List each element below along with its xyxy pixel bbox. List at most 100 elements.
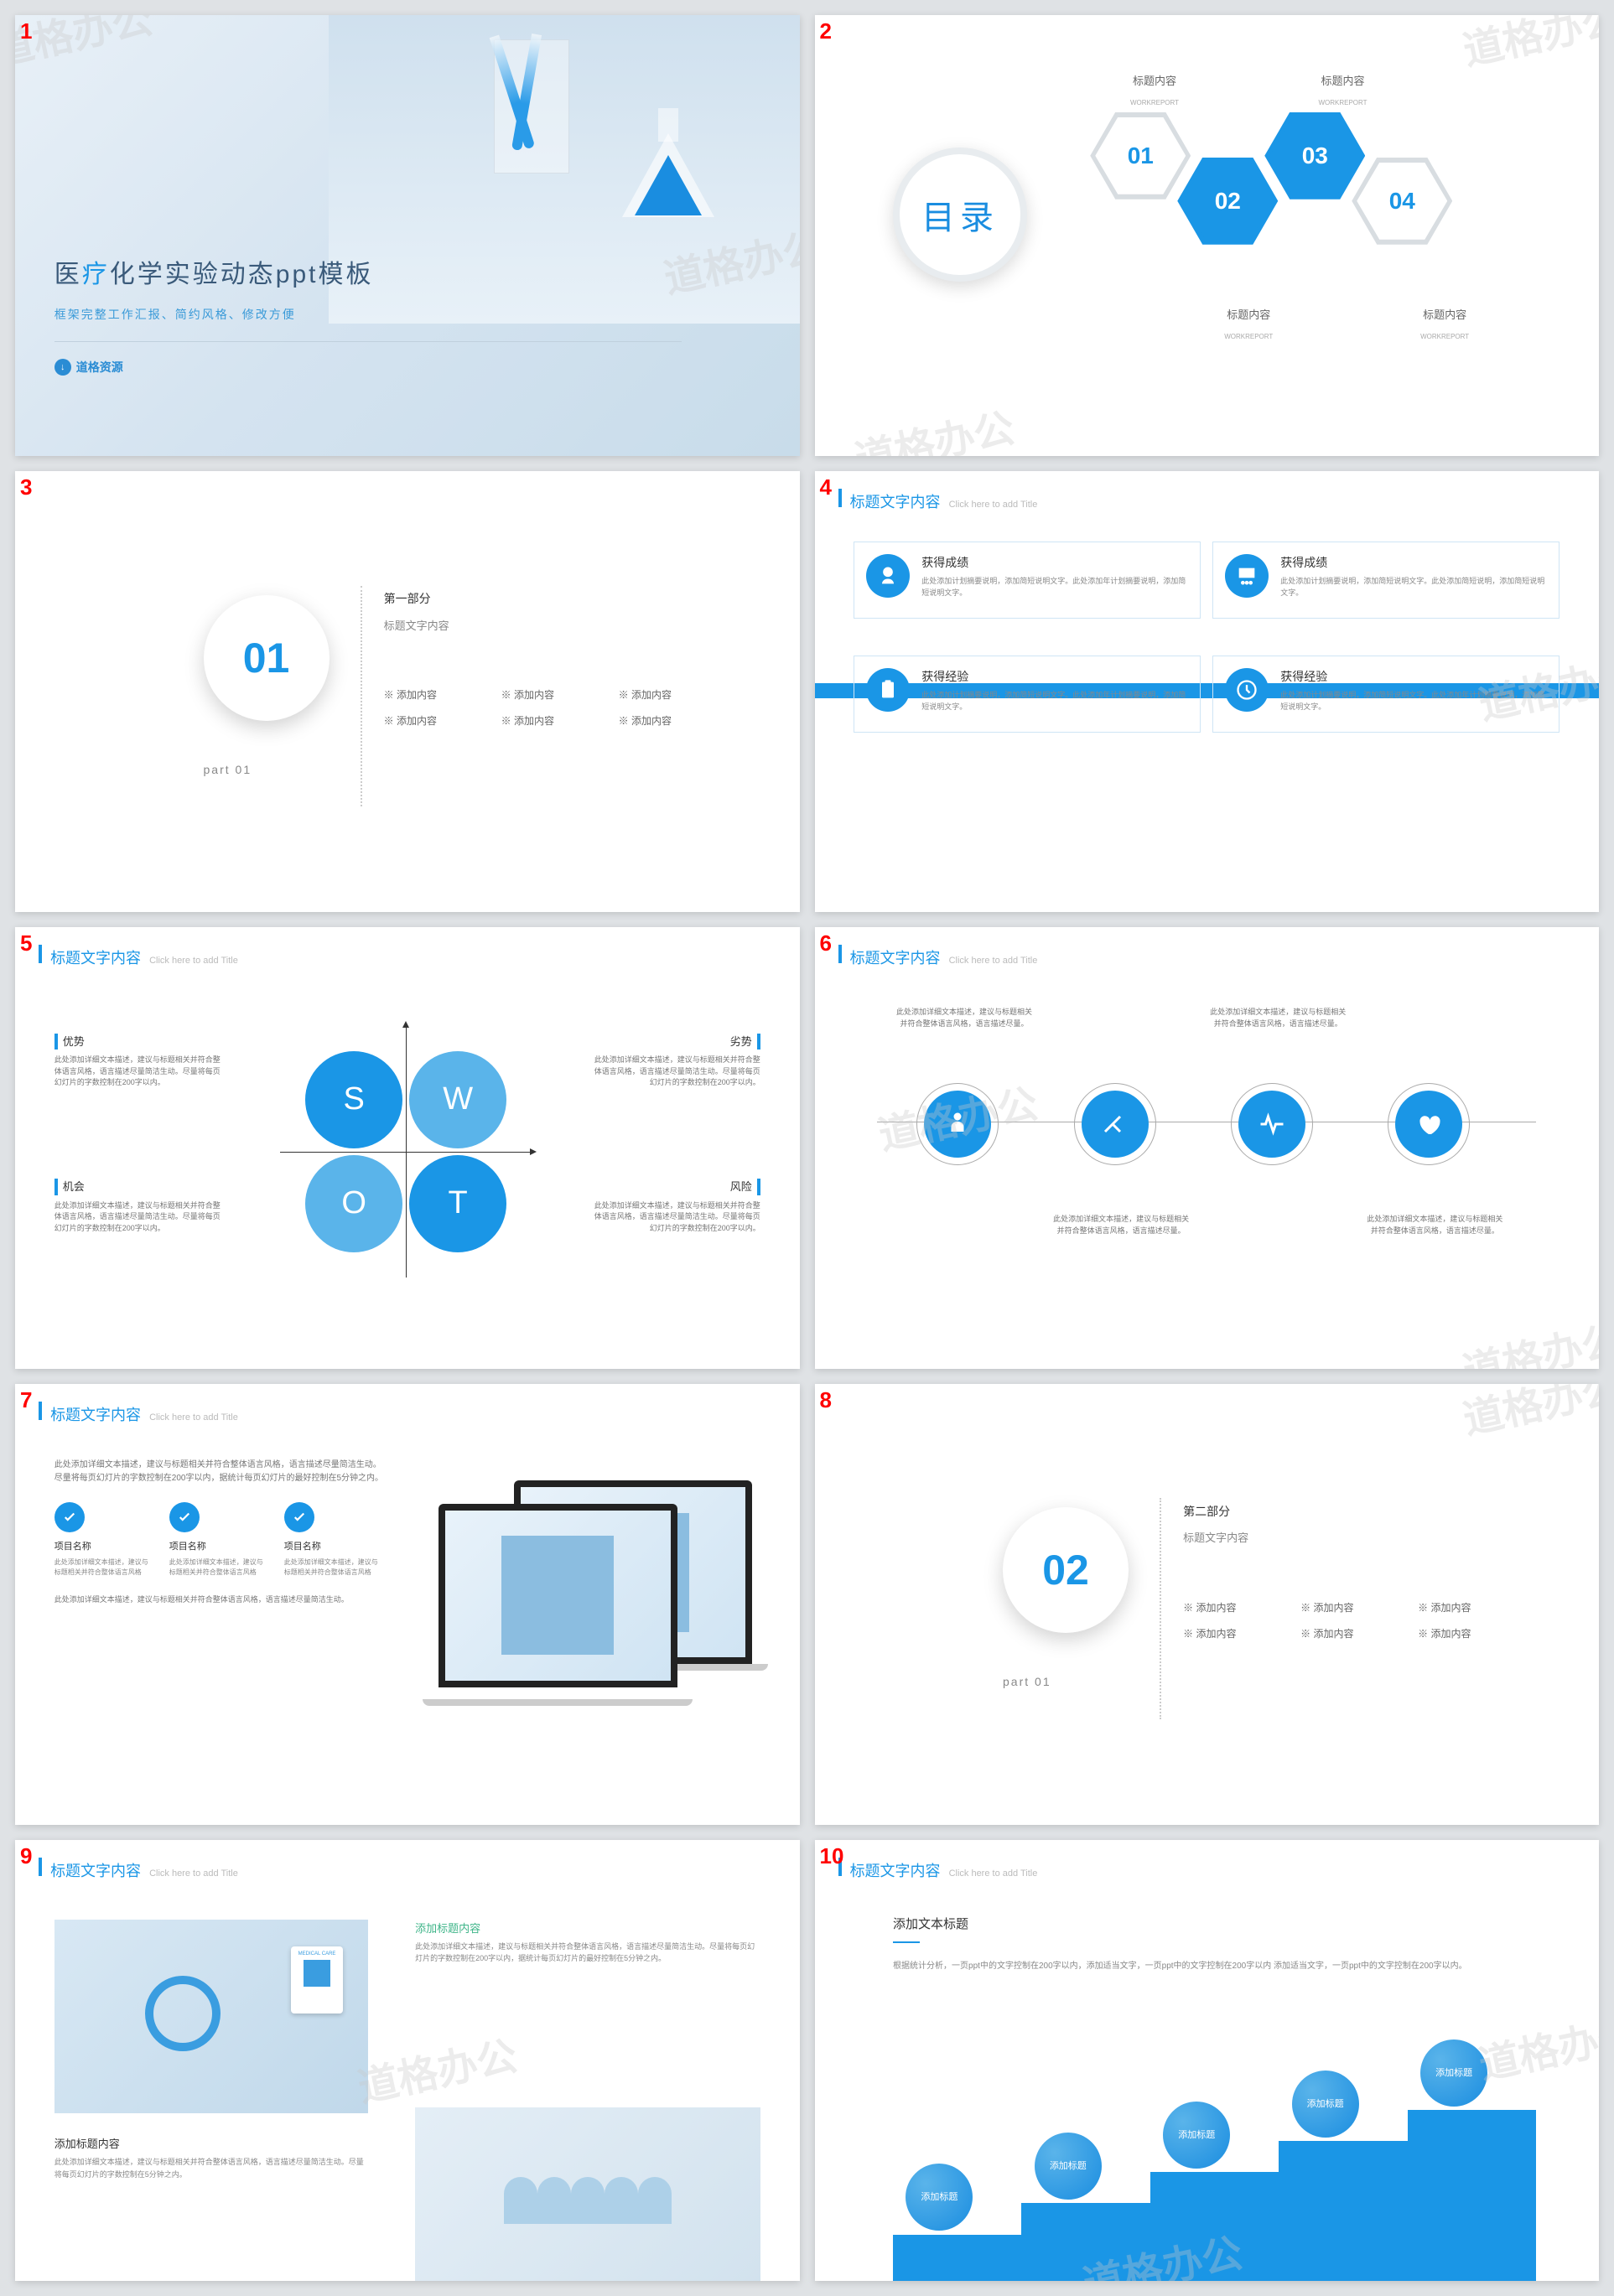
swot-text: 机会此处添加详细文本描述，建议与标题相关并符合整体语言风格，语言描述尽量简洁生动… [54,1179,222,1234]
slide-number: 3 [20,474,32,500]
cover-subtitle: 框架完整工作汇报、简约风格、修改方便 [54,306,296,323]
col-item: 项目名称此处添加详细文本描述，建议与标题相关并符合整体语言风格 [54,1502,154,1578]
part-number: 02 [1003,1507,1129,1633]
presentation-icon [1225,554,1269,598]
info-box: 获得成绩此处添加计划摘要说明，添加简短说明文字。此处添加年计划摘要说明，添加简短… [854,542,1201,619]
timeline-node [924,1091,991,1158]
slide-header: 标题文字内容Click here to add Title [39,1402,238,1425]
slide-header: 标题文字内容Click here to add Title [838,1858,1038,1881]
timeline-text: 此处添加详细文本描述，建议与标题相关并符合整体语言风格，语言描述尽量。 [893,1007,1035,1029]
timeline-node [1082,1091,1149,1158]
slide-1: 1 医疗化学实验动态ppt模板 框架完整工作汇报、简约风格、修改方便 ↓ 道格资… [15,15,800,456]
part-label: part 01 [1003,1675,1051,1688]
watermark: 道格办公 [1457,15,1599,76]
timeline-text: 此处添加详细文本描述，建议与标题相关并符合整体语言风格，语言描述尽量。 [1207,1007,1349,1029]
clipboard-icon [866,668,910,712]
slide-header: 标题文字内容Click here to add Title [39,1858,238,1881]
slide-3: 3 01 part 01 第一部分 标题文字内容 ※ 添加内容※ 添加内容※ 添… [15,471,800,912]
slide-number: 4 [820,474,832,500]
col-item: 项目名称此处添加详细文本描述，建议与标题相关并符合整体语言风格 [284,1502,384,1578]
logo: ↓ 道格资源 [54,359,123,376]
swot-o: O [305,1155,402,1252]
slide-2: 2 目录 01 02 03 04 标题内容 WORKREPORT 标题内容 WO… [815,15,1600,456]
watermark: 道格办公 [1473,2000,1599,2091]
timeline-text: 此处添加详细文本描述，建议与标题相关并符合整体语言风格，语言描述尽量。 [1363,1214,1506,1236]
check-icon [284,1502,314,1532]
hex-sublabel: WORKREPORT [1301,99,1385,106]
hex-sublabel: WORKREPORT [1403,333,1487,340]
part-subtitle: 标题文字内容 [384,617,449,633]
slide-number: 9 [20,1843,32,1869]
slide-4: 4 标题文字内容 Click here to add Title 获得成绩此处添… [815,471,1600,912]
lab-scene [329,15,799,324]
download-icon: ↓ [54,359,71,376]
stethoscope-image: MEDICAL CARE [54,1920,368,2114]
col-item: 项目名称此处添加详细文本描述，建议与标题相关并符合整体语言风格 [169,1502,269,1578]
slide-number: 1 [20,18,32,44]
medical-card: MEDICAL CARE [291,1946,343,2014]
slide-7: 7 标题文字内容Click here to add Title 此处添加详细文本… [15,1384,800,1825]
divider [1160,1498,1161,1718]
slide-number: 7 [20,1387,32,1413]
timeline-node [1395,1091,1462,1158]
hex-row: 01 02 03 04 [1097,112,1445,200]
hex-sublabel: WORKREPORT [1207,333,1290,340]
divider [361,586,362,806]
watermark: 道格办公 [352,2022,522,2112]
laptop-mockup [439,1480,752,1710]
watermark: 道格办公 [1457,1307,1599,1368]
hex-sublabel: WORKREPORT [1113,99,1196,106]
slide-number: 5 [20,930,32,956]
stairs-chart: 添加标题 添加标题 添加标题 添加标题 添加标题 [893,2087,1536,2282]
swot-s: S [305,1051,402,1148]
hex-label: 标题内容 [1301,72,1385,88]
hex-4: 04 [1352,158,1452,245]
timeline-text: 此处添加详细文本描述，建议与标题相关并符合整体语言风格，语言描述尽量。 [1050,1214,1192,1236]
step-ball: 添加标题 [1035,2133,1102,2200]
left-text: 添加标题内容 此处添加详细文本描述，建议与标题相关并符合整体语言风格，语言描述尽… [54,2135,368,2180]
step-ball: 添加标题 [1420,2039,1487,2107]
slide-10: 10 标题文字内容Click here to add Title 添加文本标题 … [815,1840,1600,2281]
hex-label: 标题内容 [1113,72,1196,88]
left-content: 此处添加详细文本描述，建议与标题相关并符合整体语言风格，语言描述尽量简洁生动。尽… [54,1459,384,1606]
hex-label: 标题内容 [1403,306,1487,322]
swot-text: 风险此处添加详细文本描述，建议与标题相关并符合整体语言风格，语言描述尽量简洁生动… [593,1179,760,1234]
slide-header: 标题文字内容 Click here to add Title [838,489,1038,512]
hex-1: 01 [1090,112,1191,200]
flask-icon [622,108,714,217]
part-title: 第一部分 [384,590,431,607]
info-box: 获得经验此处添加计划摘要说明，添加简短说明文字。此处添加年计划摘要说明，添加简短… [854,656,1201,733]
part-items: ※ 添加内容※ 添加内容※ 添加内容 ※ 添加内容※ 添加内容※ 添加内容 [1183,1600,1518,1640]
cover-title: 医疗化学实验动态ppt模板 [54,253,374,290]
swot-text: 劣势此处添加详细文本描述，建议与标题相关并符合整体语言风格，语言描述尽量简洁生动… [593,1034,760,1089]
slide-9: 9 标题文字内容Click here to add Title MEDICAL … [15,1840,800,2281]
check-icon [54,1502,85,1532]
divider [54,341,682,342]
part-title: 第二部分 [1183,1503,1230,1520]
slide-header: 标题文字内容Click here to add Title [838,945,1038,968]
slide-number: 6 [820,930,832,956]
box-grid: 获得成绩此处添加计划摘要说明，添加简短说明文字。此处添加年计划摘要说明，添加简短… [854,542,1560,733]
slide-header: 标题文字内容Click here to add Title [39,945,238,968]
part-subtitle: 标题文字内容 [1183,1529,1248,1545]
right-text: 添加标题内容 此处添加详细文本描述，建议与标题相关并符合整体语言风格，语言描述尽… [415,1920,760,1965]
slide-number: 2 [820,18,832,44]
slide-8: 8 02 part 01 第二部分 标题文字内容 ※ 添加内容※ 添加内容※ 添… [815,1384,1600,1825]
part-label: part 01 [204,763,252,776]
slide-5: 5 标题文字内容Click here to add Title S W O T … [15,927,800,1368]
title-underline [893,1941,920,1943]
toc-circle: 目录 [893,148,1027,282]
hex-label: 标题内容 [1207,306,1290,322]
info-box: 获得成绩此处添加计划摘要说明，添加简短说明文字。此处添加简短说明，添加简短说明文… [1212,542,1560,619]
step-ball: 添加标题 [1292,2071,1359,2138]
swot-diagram: S W O T [305,1051,506,1252]
brain-icon [866,554,910,598]
section-title: 添加文本标题 [893,1915,968,1932]
part-items: ※ 添加内容※ 添加内容※ 添加内容 ※ 添加内容※ 添加内容※ 添加内容 [384,687,719,728]
clock-icon [1225,668,1269,712]
hex-2: 02 [1177,158,1278,245]
swot-t: T [409,1155,506,1252]
timeline-node [1238,1091,1305,1158]
info-box: 获得经验此处添加计划摘要说明，添加简短说明文字。此处添加年计划摘要说明，添加简短… [1212,656,1560,733]
swot-text: 优势此处添加详细文本描述，建议与标题相关并符合整体语言风格，语言描述尽量简洁生动… [54,1034,222,1089]
